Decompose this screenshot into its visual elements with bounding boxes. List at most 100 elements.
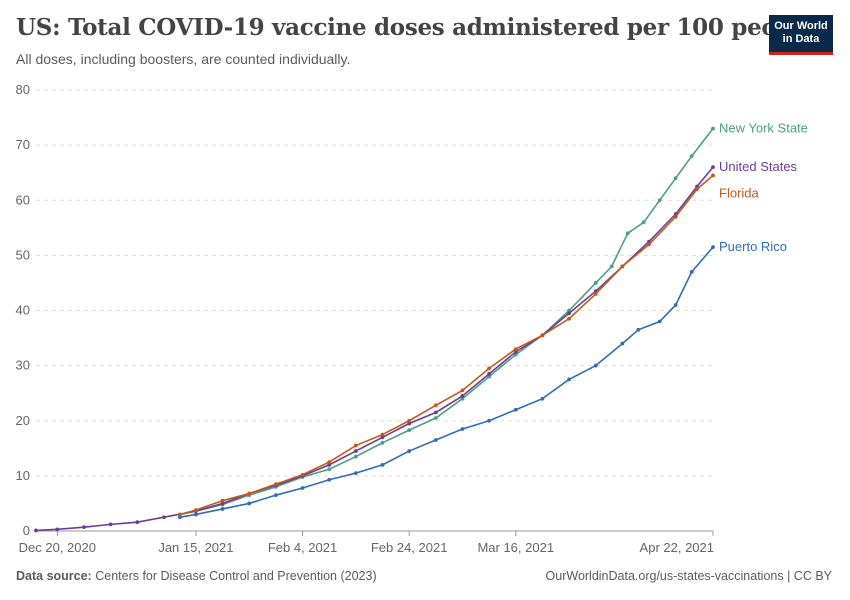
chart-title: US: Total COVID-19 vaccine doses adminis… [16, 14, 815, 41]
data-source-label: Data source: [16, 569, 92, 583]
data-point [55, 527, 60, 532]
data-point [625, 231, 630, 236]
grid-lines [36, 89, 713, 477]
x-tick-label: Feb 4, 2021 [268, 540, 337, 555]
data-point [593, 363, 598, 368]
data-point [689, 270, 694, 274]
x-tick-label: Mar 16, 2021 [477, 540, 554, 555]
data-point [433, 438, 438, 442]
series-line [179, 246, 714, 519]
data-point [641, 220, 646, 225]
data-point [407, 449, 412, 453]
y-tick-label: 70 [16, 137, 30, 152]
data-point [567, 316, 571, 321]
y-tick-label: 80 [16, 82, 30, 97]
data-point [433, 410, 438, 415]
data-point [353, 471, 358, 476]
data-point [540, 396, 545, 401]
source-url[interactable]: OurWorldinData.org/us-states-vaccination… [545, 569, 832, 583]
data-point [567, 377, 571, 382]
data-point [711, 173, 715, 178]
data-point [487, 371, 492, 376]
axes: 0 10 20 30 40 50 60 70 80 Dec 20, 2020 Jan 15, 202… [16, 82, 714, 555]
data-point [407, 421, 412, 426]
data-point [647, 242, 651, 247]
data-point [273, 482, 278, 487]
x-tick-label: Feb 24, 2021 [371, 540, 448, 555]
data-point [178, 515, 182, 520]
data-point [460, 388, 465, 393]
y-tick-label: 60 [16, 192, 30, 207]
data-point [487, 418, 492, 423]
series-line [179, 174, 714, 516]
data-point [178, 512, 182, 517]
y-tick-label: 40 [16, 303, 30, 318]
data-point [673, 176, 678, 181]
data-point [135, 520, 140, 525]
data-point [82, 525, 86, 530]
data-point [711, 165, 715, 170]
data-point [460, 396, 465, 401]
data-point [689, 154, 694, 159]
data-point [460, 427, 465, 431]
data-point [273, 493, 278, 498]
data-point [513, 347, 518, 351]
series-label: Florida [719, 185, 760, 200]
data-source-link[interactable]: Centers for Disease Control and Preventi… [95, 569, 377, 583]
data-point [620, 341, 625, 346]
owid-logo[interactable]: Our World in Data [769, 15, 833, 55]
y-tick-label: 30 [16, 358, 30, 373]
data-point [567, 311, 571, 316]
data-point [220, 498, 225, 503]
data-point [300, 472, 305, 477]
data-point [433, 416, 438, 420]
data-point [695, 187, 699, 192]
series-labels: New York State United States Florida Puerto… [719, 121, 808, 255]
data-point [108, 522, 113, 527]
data-point [513, 407, 518, 412]
data-point [220, 507, 225, 511]
data-point [620, 264, 625, 269]
data-point [327, 467, 332, 472]
data-point [380, 462, 385, 467]
data-point [194, 508, 198, 512]
y-tick-label: 10 [16, 468, 30, 483]
x-tick-label: Dec 20, 2020 [19, 540, 96, 555]
series-label: United States [719, 159, 798, 174]
data-point [327, 462, 332, 467]
data-point [407, 418, 412, 423]
data-point [407, 428, 412, 433]
data-point [380, 435, 385, 440]
logo-line-1: Our World [774, 20, 828, 32]
data-point [353, 443, 358, 448]
data-point [711, 126, 715, 131]
data-point [247, 491, 252, 496]
data-source: Data source: Centers for Disease Control… [16, 569, 377, 583]
data-point [353, 449, 358, 453]
data-point [353, 454, 358, 459]
logo-line-2: in Data [782, 33, 820, 45]
series-line [179, 128, 714, 516]
data-point [34, 528, 38, 533]
data-point [460, 394, 465, 398]
data-point [673, 303, 678, 307]
y-tick-label: 50 [16, 247, 30, 262]
y-tick-label: 20 [16, 413, 30, 428]
data-point [636, 327, 641, 332]
data-point [380, 432, 385, 437]
data-point [162, 515, 166, 520]
data-point [327, 460, 332, 464]
data-point [657, 198, 662, 203]
series-label: Puerto Rico [719, 239, 787, 254]
data-point [194, 512, 198, 517]
data-point [380, 440, 385, 445]
data-point [513, 349, 518, 354]
y-tick-label: 0 [23, 523, 30, 538]
data-point [433, 403, 438, 408]
data-point [673, 214, 678, 219]
series-lines [34, 126, 715, 533]
data-point [540, 333, 545, 338]
chart-subtitle: All doses, including boosters, are count… [16, 51, 351, 67]
x-tick-label: Jan 15, 2021 [158, 540, 233, 555]
